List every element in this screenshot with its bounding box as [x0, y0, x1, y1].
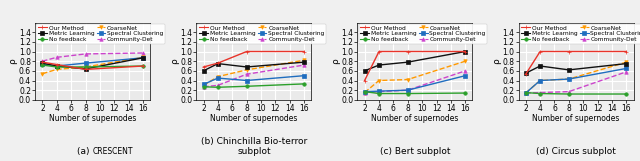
Legend: Our Method, Metric Learning, No feedback, CoarseNet, Spectral Clustering, Commun: Our Method, Metric Learning, No feedback… [198, 24, 326, 44]
X-axis label: Number of supernodes: Number of supernodes [371, 114, 459, 123]
Y-axis label: ρ: ρ [331, 58, 340, 64]
Text: (c) Bert subplot: (c) Bert subplot [380, 147, 450, 156]
Legend: Our Method, Metric Learning, No feedback, CoarseNet, Spectral Clustering, Commun: Our Method, Metric Learning, No feedback… [36, 24, 165, 44]
Text: (d) Circus subplot: (d) Circus subplot [536, 147, 616, 156]
X-axis label: Number of supernodes: Number of supernodes [210, 114, 298, 123]
Y-axis label: ρ: ρ [170, 58, 179, 64]
Text: CRESCENT: CRESCENT [93, 147, 133, 156]
X-axis label: Number of supernodes: Number of supernodes [49, 114, 136, 123]
Legend: Our Method, Metric Learning, No feedback, CoarseNet, Spectral Clustering, Commun: Our Method, Metric Learning, No feedback… [520, 24, 640, 44]
Legend: Our Method, Metric Learning, No feedback, CoarseNet, Spectral Clustering, Commun: Our Method, Metric Learning, No feedback… [358, 24, 487, 44]
X-axis label: Number of supernodes: Number of supernodes [532, 114, 620, 123]
Text: (a): (a) [77, 147, 93, 156]
Y-axis label: ρ: ρ [8, 58, 17, 64]
Text: (b) Chinchilla Bio-terror
subplot: (b) Chinchilla Bio-terror subplot [201, 137, 307, 156]
Y-axis label: ρ: ρ [492, 58, 501, 64]
